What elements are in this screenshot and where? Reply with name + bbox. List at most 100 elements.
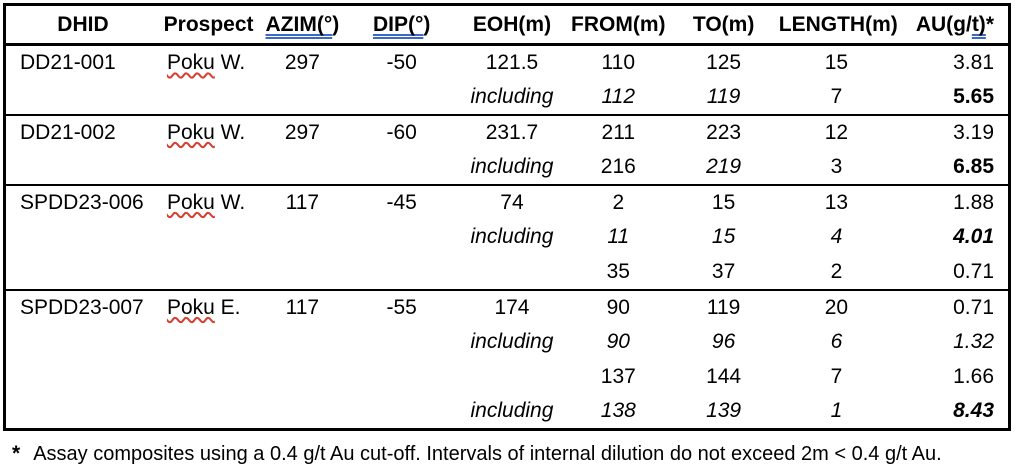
cell-eoh: 231.7 (485, 120, 539, 144)
cell-from: 90 (606, 295, 630, 319)
cell-dhid (5, 360, 160, 395)
cell-prospect: Poku W. (166, 50, 246, 74)
cell-au: 1.32 (953, 330, 994, 353)
cell-length: 13 (824, 190, 849, 214)
cell-from: 112 (601, 84, 636, 108)
cell-azim (257, 395, 347, 430)
cell-au: 4.01 (953, 225, 994, 248)
cell-dip: -50 (386, 50, 417, 74)
cell-eoh: including (470, 225, 554, 248)
cell-dip: -55 (386, 295, 417, 319)
cell-to: 15 (711, 225, 736, 248)
cell-length: 12 (824, 120, 849, 144)
cell-dip (348, 255, 456, 290)
cell-eoh: including (470, 84, 554, 108)
cell-dhid (5, 395, 160, 430)
cell-azim: 297 (284, 50, 320, 74)
cell-dip: -60 (386, 120, 417, 144)
table-row: including 11 15 4 4.01 (5, 220, 1010, 255)
cell-dhid: SPDD23-007 (20, 295, 144, 319)
column-header-to: TO(m) (692, 12, 755, 36)
cell-to: 37 (711, 259, 736, 283)
cell-from: 35 (606, 259, 630, 283)
column-header-length: LENGTH(m) (778, 12, 898, 36)
cell-dip (348, 150, 456, 185)
column-header-dip: DIP(°) (372, 12, 431, 36)
cell-length: 7 (830, 365, 843, 388)
grammar-underline: DIP(° (372, 12, 424, 36)
cell-length: 1 (830, 399, 843, 423)
cell-azim (257, 255, 347, 290)
cell-length: 20 (824, 295, 849, 319)
cell-eoh: including (470, 154, 554, 178)
column-header-azim: AZIM(°) (265, 12, 340, 36)
cell-eoh (456, 360, 568, 395)
cell-prospect (160, 255, 257, 290)
table-row: SPDD23-007 Poku E. 117 -55 174 90 119 20 0.71 (4, 289, 1010, 325)
cell-azim (257, 325, 347, 360)
cell-dhid (5, 325, 160, 360)
cell-eoh: 174 (494, 295, 530, 319)
cell-azim (257, 150, 347, 185)
table-row: 35 37 2 0.71 (5, 255, 1010, 290)
spellcheck-underline: Poku (166, 50, 215, 74)
cell-to: 223 (706, 120, 742, 144)
cell-length: 6 (830, 330, 843, 353)
column-header-prospect: Prospect (163, 12, 254, 36)
cell-to: 119 (706, 295, 741, 319)
cell-au: 8.43 (953, 399, 994, 423)
cell-au: 1.66 (953, 365, 994, 388)
cell-au: 0.71 (953, 259, 994, 283)
cell-length: 2 (830, 259, 843, 283)
cell-length: 15 (824, 50, 849, 74)
grammar-underline: AZIM(° (265, 12, 333, 36)
cell-au: 3.19 (953, 120, 994, 144)
column-header-eoh: EOH(m) (472, 12, 552, 36)
cell-au: 6.85 (953, 154, 994, 178)
spellcheck-underline: Poku (166, 295, 215, 319)
cell-dip (348, 325, 456, 360)
table-row: including 138 139 1 8.43 (5, 395, 1010, 430)
cell-azim (257, 360, 347, 395)
cell-dhid (5, 80, 160, 115)
cell-to: 144 (706, 365, 742, 388)
cell-to: 119 (706, 84, 741, 108)
cell-to: 125 (706, 50, 742, 74)
table-row: DD21-002 Poku W. 297 -60 231.7 211 223 12 3.19 (4, 114, 1010, 150)
cell-from: 138 (600, 399, 636, 423)
cell-dhid (5, 255, 160, 290)
spellcheck-underline: Poku (166, 120, 215, 144)
cell-dip (348, 395, 456, 430)
cell-dhid: SPDD23-006 (20, 190, 144, 214)
cell-prospect (160, 395, 257, 430)
table-row: including 90 96 6 1.32 (5, 325, 1010, 360)
cell-to: 15 (711, 190, 736, 214)
cell-dip (348, 360, 456, 395)
cell-eoh: including (470, 399, 554, 423)
cell-length: 3 (830, 154, 843, 178)
cell-au: 3.81 (953, 50, 994, 74)
footnote: * Assay composites using a 0.4 g/t Au cut… (12, 442, 942, 466)
cell-length: 4 (830, 225, 843, 248)
cell-from: 216 (600, 154, 636, 178)
cell-au: 0.71 (953, 295, 994, 319)
cell-dip (348, 80, 456, 115)
footnote-asterisk: * (12, 442, 21, 465)
footnote-text: Assay composites using a 0.4 g/t Au cut-… (33, 443, 942, 465)
cell-eoh: 121.5 (485, 50, 539, 74)
cell-azim: 117 (285, 295, 320, 319)
cell-dhid (5, 150, 160, 185)
cell-prospect (160, 360, 257, 395)
table-row: SPDD23-006 Poku W. 117 -45 74 2 15 13 1.88 (4, 184, 1010, 220)
cell-dhid: DD21-001 (20, 50, 116, 74)
cell-length: 7 (830, 84, 843, 108)
table-row: DD21-001 Poku W. 297 -50 121.5 110 125 15 3.81 (5, 45, 1010, 80)
column-header-from: FROM(m) (571, 12, 666, 36)
cell-prospect (160, 150, 257, 185)
cell-from: 11 (607, 225, 630, 248)
cell-dip: -45 (386, 190, 417, 214)
table-row: including 112 119 7 5.65 (5, 80, 1010, 115)
column-header-dhid: DHID (57, 12, 109, 36)
cell-to: 96 (711, 330, 736, 353)
cell-azim (257, 80, 347, 115)
